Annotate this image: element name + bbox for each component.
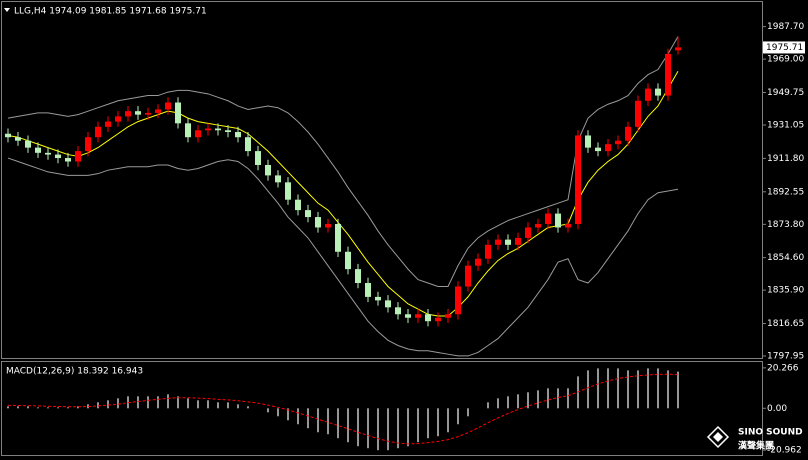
candle-body [325,224,331,228]
candle-body [145,112,151,115]
y-tick-label: 1854.60 [767,253,804,263]
y-tick-label: -20.962 [767,446,802,456]
candle-body [405,314,411,318]
candle-body [175,102,181,124]
candle-body [595,147,601,152]
candle-body [125,111,131,117]
candle-body [655,88,661,96]
candle-body [465,265,471,287]
candle-body [435,317,441,322]
candle-body [625,126,631,141]
candle-body [445,314,451,318]
candle-body [5,133,11,138]
y-tick-label: 1835.90 [767,286,804,296]
candle-body [215,128,221,131]
candle-body [95,126,101,138]
candle-body [575,135,581,225]
signal-line [7,373,679,445]
candle-body [395,307,401,315]
candle-body [25,140,31,148]
logo-subtitle: 漢聲集團 [738,440,774,452]
candle-body [555,213,561,228]
candle-body [505,239,511,245]
candle-body [495,239,501,245]
candle-body [155,109,161,113]
current-price-label: 1975.71 [766,43,803,53]
candle-body [195,130,201,138]
candle-body [285,182,291,200]
indicator-line [7,157,679,357]
candle-body [375,296,381,301]
candle-body [675,47,681,51]
logo-icon [706,425,730,449]
logo: SINO SOUND 漢聲集團 [706,425,803,452]
candle-body [15,137,21,141]
candle-body [665,53,671,96]
candle-body [45,152,51,155]
pane-title: MACD(12,26,9) 18.392 16.943 [6,367,143,377]
candle-body [485,244,491,259]
candle-body [55,154,61,159]
candle-body [105,121,111,127]
candle-body [135,111,141,115]
candle-body [235,132,241,138]
candle-body [605,144,611,152]
candle-body [205,128,211,131]
candle-body [345,251,351,270]
candle-body [455,286,461,315]
y-tick-label: 1816.65 [767,319,804,329]
candle-body [535,224,541,228]
y-tick-label: 20.266 [767,363,799,373]
y-tick-label: 1873.80 [767,220,804,230]
candle-body [615,140,621,145]
y-tick-label: 1969.00 [767,55,804,65]
candle-body [565,224,571,228]
candle-body [635,100,641,127]
candle-body [265,164,271,176]
candle-body [245,137,251,152]
candle-body [315,217,321,228]
menu-arrow[interactable] [4,8,10,12]
candle-body [165,102,171,110]
candle-body [35,147,41,153]
candle-body [185,123,191,138]
candle-body [85,137,91,152]
y-tick-label: 1931.05 [767,120,804,130]
candle-body [475,258,481,266]
candle-body [65,158,71,162]
y-tick-label: 1949.75 [767,88,804,98]
logo-icon-inner [713,432,723,442]
candle-body [225,130,231,133]
pane-title: LLG,H4 1974.09 1981.85 1971.68 1975.71 [14,7,207,17]
candle-body [295,199,301,211]
candle-body [525,227,531,238]
candle-body [545,213,551,225]
indicator-line [7,36,679,287]
candle-body [365,283,371,297]
candle-body [425,314,431,322]
candle-body [385,300,391,308]
candle-body [515,237,521,245]
candle-body [335,224,341,252]
y-tick-label: 1797.95 [767,352,804,362]
candle-body [255,151,261,165]
y-tick-label: 1987.70 [767,22,804,32]
candle-body [305,210,311,218]
candle-body [415,314,421,318]
candle-body [645,88,651,101]
y-tick-label: 1892.55 [767,187,804,197]
candle-body [75,151,81,162]
candle-body [275,175,281,183]
candle-body [585,135,591,148]
current-price-box [763,41,805,54]
main-pane [1,1,763,359]
candle-body [115,116,121,122]
y-tick-label: 0.00 [767,404,787,414]
logo-name: SINO SOUND [738,428,803,438]
y-tick-label: 1911.80 [767,154,804,164]
candle-body [355,269,361,284]
